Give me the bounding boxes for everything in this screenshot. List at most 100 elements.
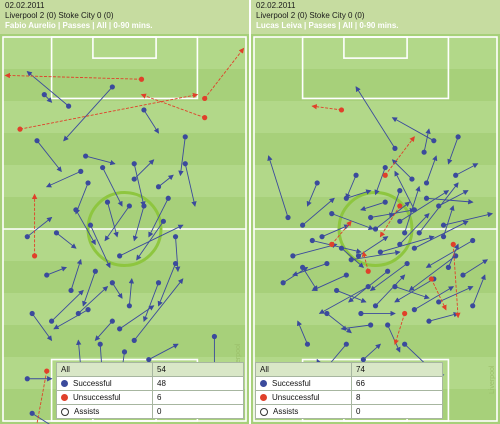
successful-pass-point [109, 280, 115, 286]
successful-pass-line [157, 263, 176, 307]
unsuccessful-dot-icon [61, 394, 68, 402]
unsuccessful-pass-point [338, 107, 345, 113]
successful-pass-point [160, 218, 166, 224]
unsuccessful-pass-line [393, 313, 406, 346]
match-score: Liverpool 2 (0) Stoke City 0 (0) [5, 11, 114, 20]
successful-pass-line [302, 197, 335, 226]
successful-pass-line [414, 220, 469, 249]
successful-pass-line [326, 313, 352, 334]
successful-pass-point [460, 272, 466, 278]
successful-pass-line [414, 286, 455, 311]
successful-pass-line [438, 190, 469, 207]
successful-pass-point [343, 341, 349, 347]
chart-header: 02.02.2011 Liverpool 2 (0) Stoke City 0 … [0, 0, 249, 34]
successful-pass-point [146, 356, 152, 363]
successful-pass-line [360, 201, 386, 212]
successful-pass-line [394, 286, 430, 300]
unsuccessful-pass-point [402, 310, 408, 317]
successful-pass-point [73, 207, 79, 213]
top-six-yard-box [92, 36, 157, 59]
watermark: Liverpool [489, 365, 496, 394]
unsuccessful-pass-line [430, 278, 447, 311]
unsuccessful-pass-line [311, 104, 342, 111]
successful-pass-line [351, 250, 401, 261]
successful-pass-point [92, 268, 98, 274]
unsuccessful-pass-line [452, 244, 461, 319]
successful-pass-point [421, 149, 427, 155]
successful-pass-point [348, 257, 354, 263]
successful-pass-point [141, 203, 147, 209]
chart-header: 02.02.2011 Liverpool 2 (0) Stoke City 0 … [251, 0, 500, 34]
successful-pass-point [453, 172, 459, 178]
successful-pass-line [56, 232, 77, 249]
successful-pass-line [447, 136, 459, 165]
unsuccessful-pass-line [19, 92, 199, 130]
successful-pass-line [389, 190, 401, 219]
successful-pass-line [51, 289, 84, 322]
successful-pass-point [377, 249, 383, 255]
successful-pass-line [318, 286, 369, 314]
successful-pass-line [184, 163, 197, 207]
successful-pass-line [426, 155, 438, 184]
unsuccessful-pass-point [202, 115, 208, 121]
unsuccessful-dot-icon [260, 394, 267, 402]
successful-pass-point [104, 199, 111, 205]
passes-layer [267, 86, 494, 408]
unsuccessful-pass-point [450, 241, 456, 247]
successful-pass-point [397, 188, 403, 194]
successful-pass-point [368, 214, 374, 221]
stats-value: 6 [152, 390, 244, 405]
successful-pass-line [374, 167, 386, 196]
successful-pass-point [304, 341, 311, 347]
successful-pass-point [411, 207, 417, 213]
successful-pass-line [143, 282, 159, 323]
match-date: 02.02.2011 [256, 1, 296, 10]
unsuccessful-pass-line [361, 251, 369, 272]
successful-pass-point [29, 310, 35, 317]
successful-pass-line [336, 290, 367, 303]
stats-label: Assists [74, 407, 100, 416]
successful-pass-line [133, 163, 146, 207]
successful-pass-line [31, 313, 53, 342]
successful-pass-point [87, 222, 94, 228]
assist-circle-icon [61, 407, 69, 416]
successful-pass-point [397, 218, 403, 224]
successful-pass-point [131, 176, 137, 182]
chart-subtitle: Lucas Leiva | Passes | All | 0-90 mins. [256, 21, 399, 30]
successful-pass-point [324, 260, 330, 267]
successful-pass-point [165, 195, 171, 201]
stats-table: All 54 Successful 48 Unsuccessful 6 Assi… [56, 362, 244, 419]
unsuccessful-pass-point [138, 76, 145, 82]
successful-pass-line [423, 128, 431, 153]
unsuccessful-pass-line [384, 136, 415, 176]
successful-pass-point [368, 322, 374, 328]
successful-pass-point [314, 180, 320, 186]
unsuccessful-pass-point [428, 276, 434, 282]
match-date: 02.02.2011 [5, 1, 45, 10]
successful-pass-line [133, 278, 184, 341]
successful-pass-point [85, 307, 91, 313]
successful-pass-point [423, 180, 430, 186]
successful-pass-point [353, 172, 359, 178]
successful-pass-line [369, 263, 408, 291]
successful-pass-line [119, 305, 155, 330]
successful-pass-line [391, 159, 413, 180]
successful-pass-point [334, 287, 340, 294]
successful-pass-line [462, 259, 489, 276]
successful-pass-point [355, 253, 362, 259]
successful-pass-point [372, 226, 379, 232]
unsuccessful-pass-line [140, 93, 205, 119]
stats-row-assists: Assists 0 [255, 404, 443, 419]
unsuccessful-pass-line [331, 220, 352, 245]
unsuccessful-pass-line [4, 72, 142, 80]
successful-pass-line [447, 243, 459, 268]
successful-dot-icon [260, 380, 267, 388]
unsuccessful-pass-line [36, 370, 48, 424]
successful-pass-line [312, 240, 362, 254]
successful-pass-line [63, 86, 113, 142]
top-six-yard-box [343, 36, 408, 59]
successful-pass-point [44, 272, 50, 278]
successful-pass-line [311, 274, 347, 292]
stats-row-all: All 74 [255, 362, 443, 377]
successful-pass-point [285, 214, 291, 221]
